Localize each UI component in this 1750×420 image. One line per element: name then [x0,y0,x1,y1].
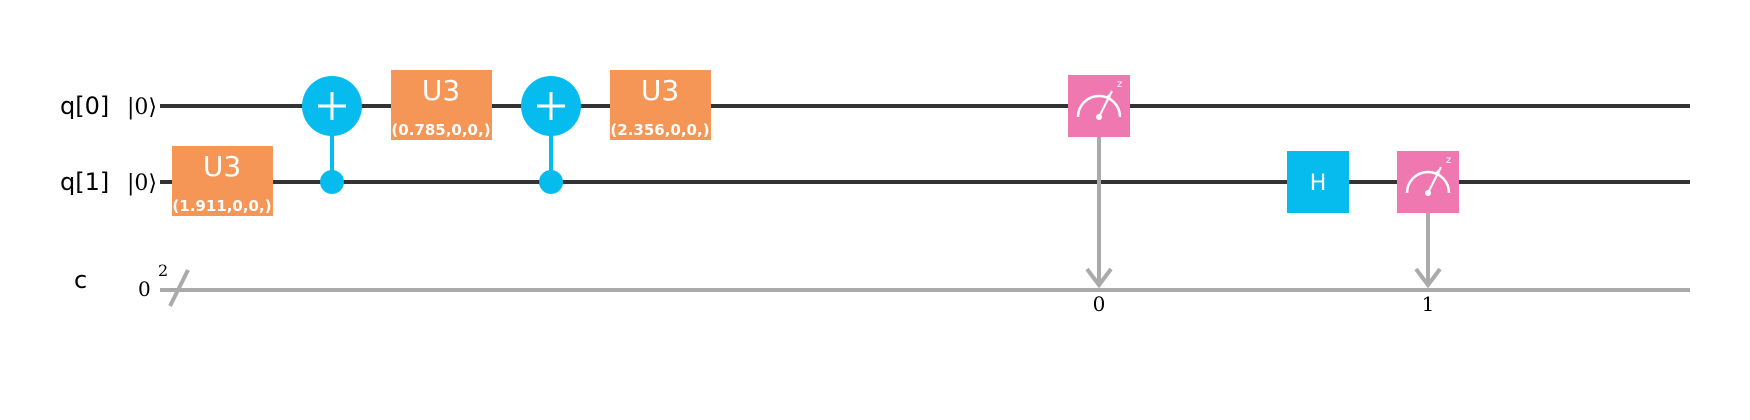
u3-gate-q1: U3 (1.911,0,0,) [172,146,273,216]
h-gate-name: H [1310,171,1327,196]
initial-state-q1: |0⟩ [127,171,157,196]
u3-gate-q1-params: (1.911,0,0,) [172,197,271,215]
measure-q1: z 1 [1397,151,1459,316]
cnot-2-control-dot [539,170,563,194]
measure-q0: z 0 [1068,75,1130,316]
measure-q1-arrow-icon [1414,267,1442,289]
meter-icon [1405,166,1451,196]
classical-bit-label-1: 1 [1422,292,1435,316]
u3-gate-q0-a-name: U3 [422,74,460,107]
u3-gate-q0-b-name: U3 [641,74,679,107]
meter-icon [1076,90,1122,120]
u3-gate-q0-a-params: (0.785,0,0,) [391,121,490,139]
measure-q0-arrow-icon [1085,267,1113,289]
u3-gate-q0-a: U3 (0.785,0,0,) [391,70,492,140]
register-bundle-slash [168,269,190,307]
u3-gate-q1-name: U3 [203,150,241,183]
h-gate-q1: H [1287,151,1349,213]
u3-gate-q0-b: U3 (2.356,0,0,) [610,70,711,140]
wire-label-q1: q[1] [60,168,109,196]
cnot-gate-2 [521,76,581,194]
classical-initial-value: 0 [138,277,151,301]
cnot-1-control-dot [320,170,344,194]
measure-q1-basis: z [1446,155,1451,166]
classical-bit-label-0: 0 [1093,292,1106,316]
wire-label-c: c [74,266,87,294]
wire-label-q0: q[0] [60,92,109,120]
cnot-gate-1 [302,76,362,194]
initial-state-q0: |0⟩ [127,95,157,120]
u3-gate-q0-b-params: (2.356,0,0,) [610,121,709,139]
classical-register-size: 2 [158,261,168,280]
measure-q0-basis: z [1117,79,1122,90]
